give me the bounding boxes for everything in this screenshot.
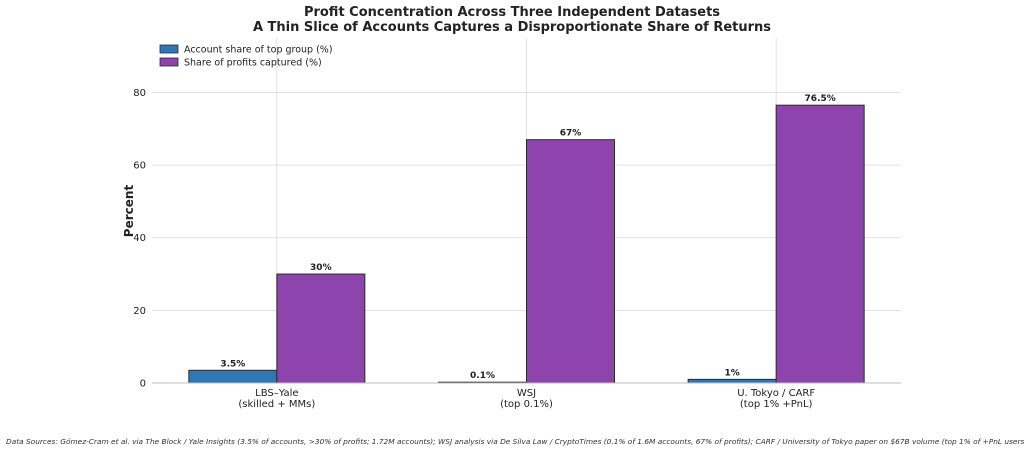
y-tick-label: 40 (133, 233, 146, 244)
bar (188, 369, 278, 384)
bar-data-label: 30% (310, 263, 332, 273)
y-tick-label: 60 (133, 161, 146, 172)
x-tick-label: WSJ (517, 388, 536, 399)
bar (276, 273, 366, 384)
x-tick-label: U. Tokyo / CARF (737, 388, 815, 399)
x-tick-sublabel: (top 0.1%) (500, 399, 553, 410)
legend-label: Share of profits captured (%) (184, 58, 322, 69)
bar-data-label: 0.1% (470, 371, 495, 381)
chart-title: Profit Concentration Across Three Indepe… (304, 5, 720, 20)
bar-data-label: 76.5% (805, 94, 836, 104)
chart-subtitle: A Thin Slice of Accounts Captures a Disp… (253, 20, 771, 35)
bar (775, 104, 865, 384)
bar-data-label: 1% (725, 368, 740, 378)
bar-data-label: 3.5% (220, 359, 245, 369)
x-tick-sublabel: (top 1% +PnL) (740, 399, 813, 410)
bar (526, 139, 615, 384)
legend-label: Account share of top group (%) (184, 45, 333, 56)
legend-swatch (159, 44, 179, 54)
y-tick-label: 0 (140, 379, 146, 390)
bars: 3.5% 0.1% 1% 30% 67% 76.5% (188, 94, 865, 384)
bar (687, 378, 777, 384)
legend-swatch (159, 57, 179, 67)
y-tick-label: 20 (133, 306, 146, 317)
x-tick-sublabel: (skilled + MMs) (238, 399, 315, 410)
y-tick-label: 80 (133, 88, 146, 99)
x-tick-label: LBS–Yale (255, 388, 298, 399)
footnote: Data Sources: Gómez-Cram et al. via The … (6, 437, 1024, 446)
y-axis-label: Percent (122, 185, 136, 238)
legend: Account share of top group (%) Share of p… (159, 44, 333, 69)
bar-data-label: 67% (560, 129, 582, 139)
